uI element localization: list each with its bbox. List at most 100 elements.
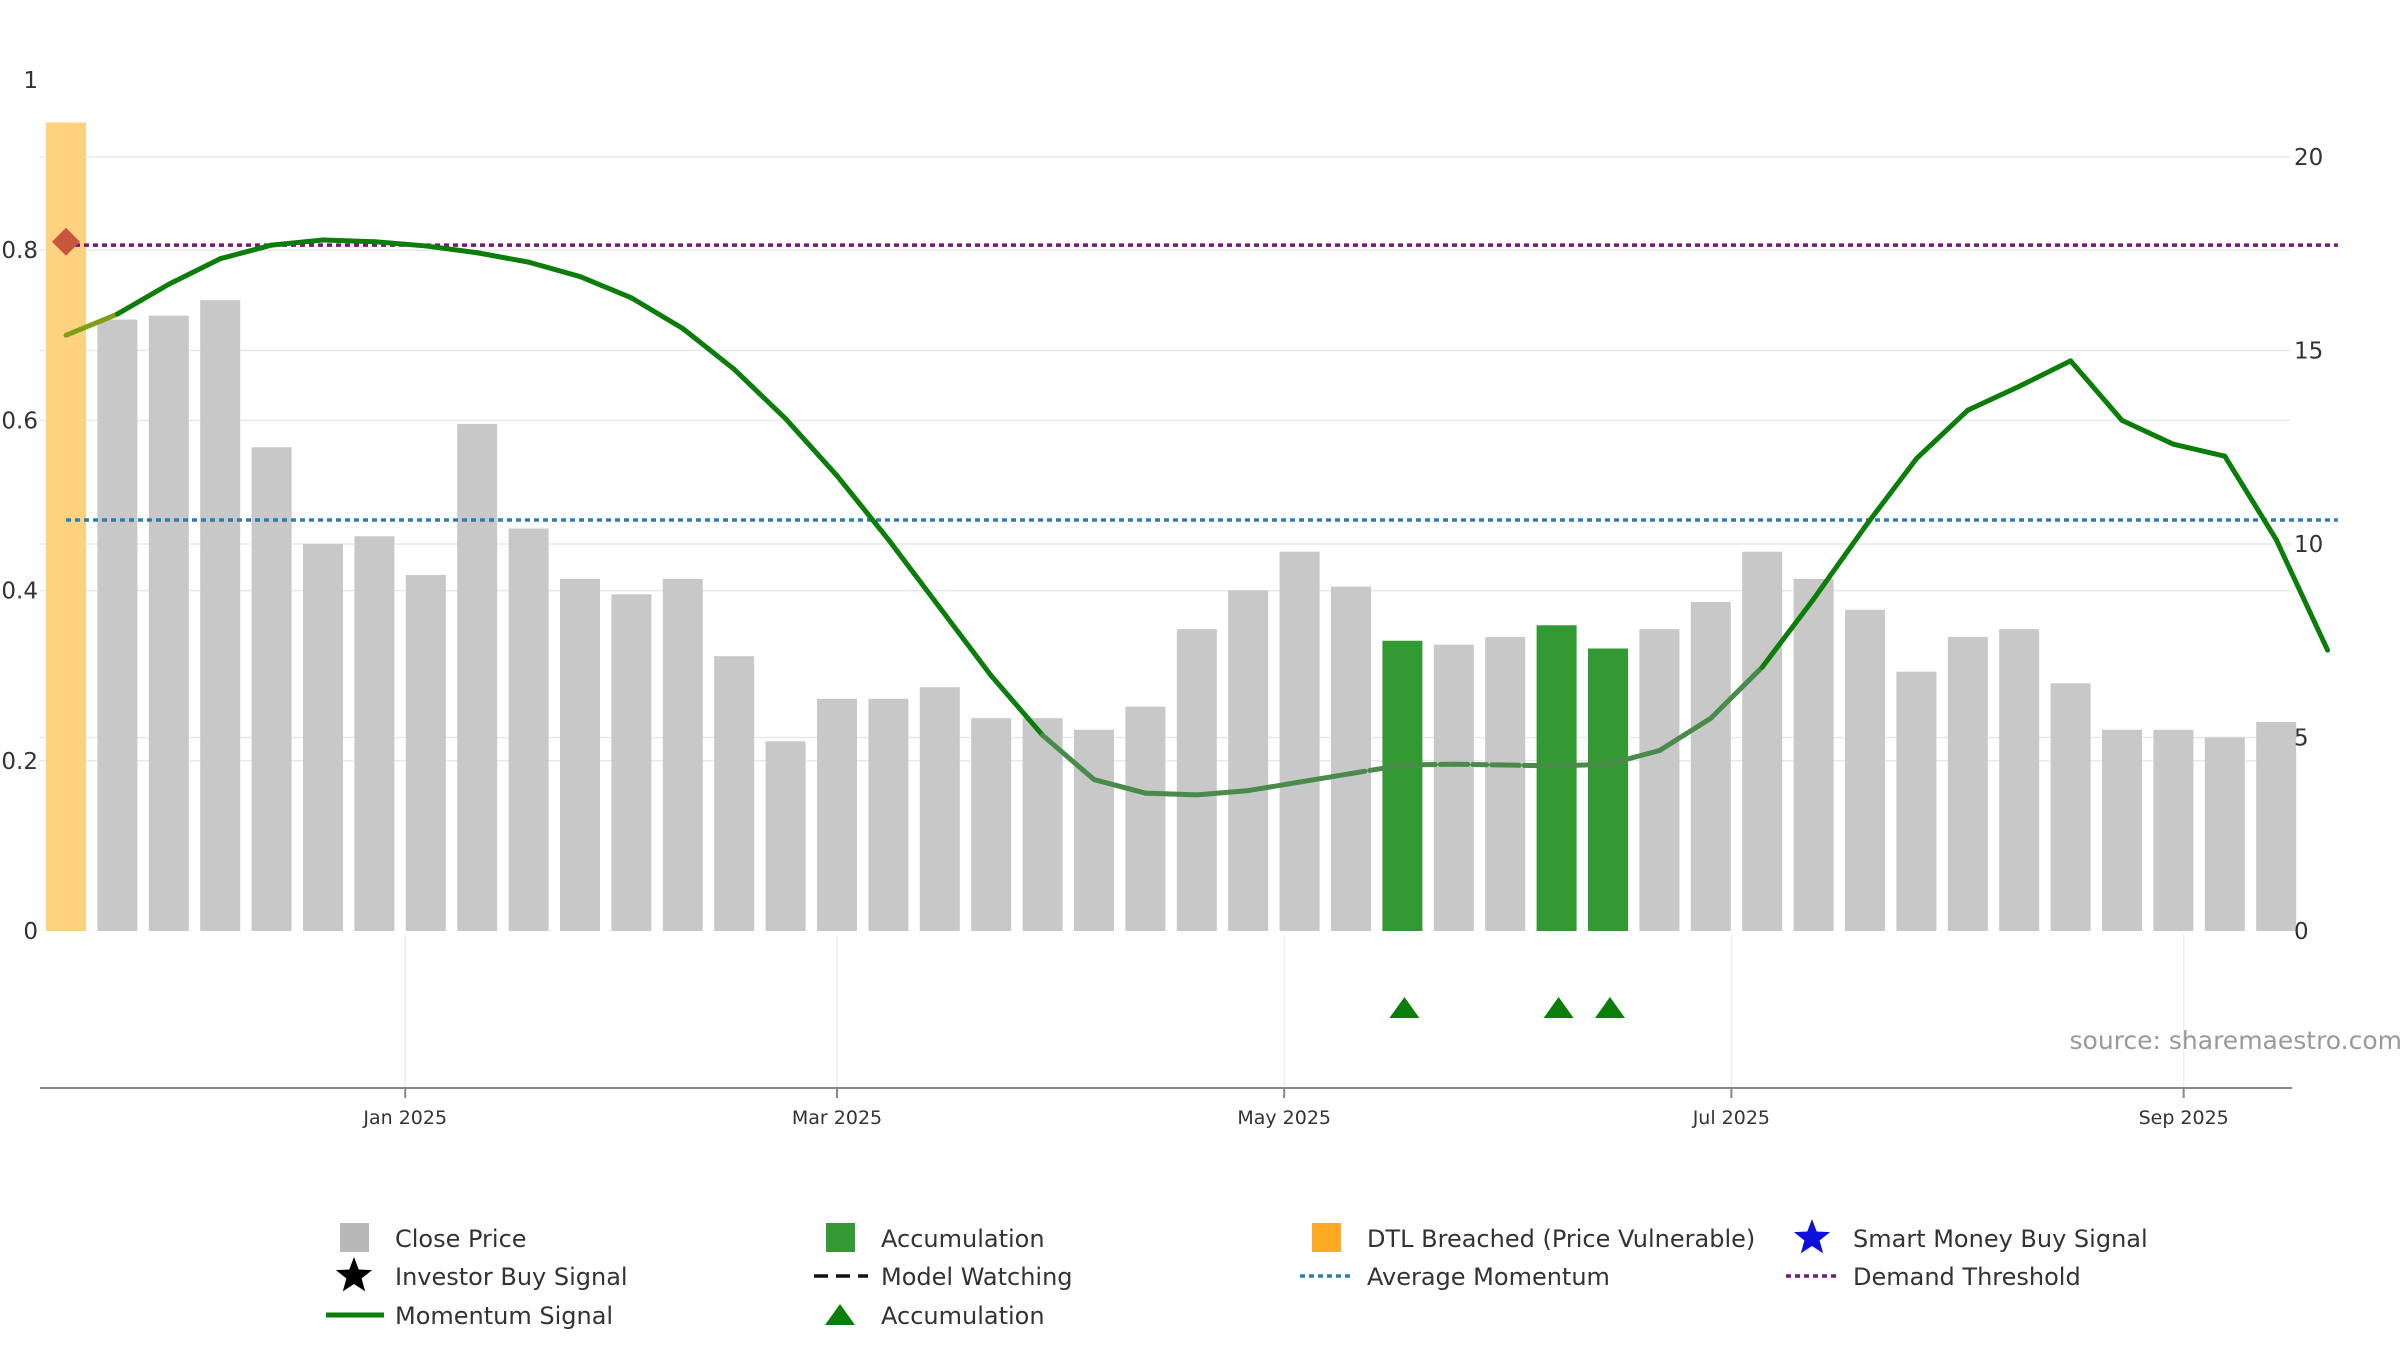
price-bar-28 (1485, 636, 1526, 931)
price-bar-11 (611, 594, 652, 931)
legend-label: Accumulation (881, 1225, 1045, 1253)
model-watching-segment-25 (1348, 762, 1405, 777)
legend-swatch-close-price (340, 1223, 369, 1252)
momentum-segment-31 (1656, 715, 1714, 754)
price-bar-14 (765, 741, 806, 931)
price-bar-21 (1125, 706, 1166, 931)
legend-label: Average Momentum (1367, 1263, 1610, 1291)
momentum-segment-40 (2119, 417, 2176, 447)
momentum-segment-23 (1245, 779, 1303, 794)
right-axis-tick-label: 5 (2294, 726, 2309, 752)
x-axis-tick-label: Mar 2025 (792, 1107, 882, 1129)
price-bar-1 (97, 319, 138, 931)
price-bar-4 (251, 447, 292, 931)
legend-label: Investor Buy Signal (395, 1263, 628, 1291)
legend: Close Price Accumulation DTL Breached (Pri… (326, 1219, 2148, 1330)
legend-swatch-dtl (1312, 1223, 1341, 1252)
legend-item: Demand Threshold (1786, 1263, 2081, 1291)
model-watching-segment-28 (1502, 762, 1560, 769)
dtl-diamond-marker (52, 227, 80, 256)
left-axis-tick-label: 0.4 (1, 579, 38, 605)
price-bar-34 (1793, 578, 1834, 931)
momentum-segment-10 (577, 274, 634, 301)
price-bar-8 (457, 424, 498, 931)
price-bar-20 (1074, 729, 1114, 931)
model-watching-segment-27 (1451, 761, 1508, 768)
momentum-segment-14 (783, 416, 840, 479)
momentum-segment-43 (2273, 537, 2331, 653)
price-bar-22 (1176, 629, 1217, 931)
dtl-bar-0 (46, 122, 86, 932)
momentum-segment-7 (423, 243, 480, 256)
price-bar-39 (2050, 683, 2091, 931)
legend-item: Accumulation (826, 1223, 1045, 1253)
momentum-lines (63, 237, 2331, 798)
price-bar-25 (1331, 586, 1371, 931)
signal-markers (52, 227, 1625, 1018)
price-bar-13 (714, 656, 755, 931)
legend-item: DTL Breached (Price Vulnerable) (1312, 1223, 1755, 1253)
legend-swatch-accumulation (826, 1223, 855, 1252)
price-bar-24 (1279, 551, 1320, 931)
right-axis-tick-label: 0 (2294, 919, 2309, 945)
x-axis-tick-label: May 2025 (1237, 1107, 1331, 1129)
momentum-segment-37 (1965, 383, 2022, 413)
legend-label: Demand Threshold (1853, 1263, 2081, 1291)
legend-item: Close Price (340, 1223, 527, 1253)
price-bar-15 (817, 698, 857, 931)
legend-item: Model Watching (814, 1263, 1073, 1291)
legend-label: Accumulation (881, 1302, 1045, 1330)
price-bar-38 (1999, 629, 2040, 931)
momentum-segment-17 (937, 605, 994, 679)
momentum-segment-8 (474, 250, 532, 265)
legend-star-icon-investor (335, 1257, 373, 1292)
momentum-segment-32 (1708, 664, 1765, 721)
legend-item: Momentum Signal (326, 1302, 613, 1330)
price-bar-12 (662, 578, 703, 931)
legend-label: Model Watching (881, 1263, 1073, 1291)
price-bar-42 (2204, 737, 2245, 931)
price-bar-31 (1639, 629, 1680, 931)
x-axis-tick-label: Jan 2025 (362, 1107, 447, 1129)
momentum-segment-36 (1913, 407, 1971, 462)
momentum-segment-38 (2016, 358, 2074, 389)
legend-label: Smart Money Buy Signal (1853, 1225, 2148, 1253)
momentum-segment-30 (1605, 748, 1662, 767)
momentum-segment-1 (114, 281, 172, 317)
price-bar-36 (1896, 671, 1937, 931)
momentum-segment-33 (1759, 596, 1817, 670)
accumulation-bar-30 (1588, 648, 1628, 931)
right-axis-tick-label: 10 (2294, 532, 2323, 558)
momentum-segment-18 (988, 673, 1046, 738)
left-axis-tick-label: 0.2 (1, 749, 38, 775)
price-bar-43 (2256, 722, 2297, 931)
accumulation-triangle-2 (1595, 997, 1625, 1018)
momentum-segment-21 (1142, 790, 1200, 798)
price-bar-32 (1690, 602, 1731, 931)
legend-item: Smart Money Buy Signal (1793, 1219, 2148, 1254)
price-bar-17 (919, 687, 960, 931)
momentum-segment-16 (885, 537, 943, 611)
price-bar-27 (1433, 644, 1474, 931)
momentum-segment-12 (680, 325, 737, 372)
momentum-segment-24 (1297, 771, 1354, 785)
momentum-segment-29 (1554, 761, 1611, 769)
legend-star-icon-smart-money (1793, 1219, 1831, 1254)
momentum-segment-11 (628, 295, 686, 331)
price-bar-40 (2102, 729, 2142, 931)
momentum-segment-5 (320, 237, 377, 245)
accumulation-bar-26 (1382, 640, 1423, 931)
momentum-segment-9 (526, 259, 583, 280)
momentum-segment-20 (1091, 777, 1148, 796)
left-axis-tick-label: 1 (23, 68, 38, 94)
momentum-segment-2 (166, 256, 223, 287)
price-bar-10 (560, 578, 600, 931)
price-bar-41 (2153, 729, 2194, 931)
legend-item: Investor Buy Signal (335, 1257, 628, 1292)
left-axis-tick-label: 0.8 (1, 238, 38, 264)
price-bar-5 (303, 544, 343, 931)
right-axis-tick-label: 15 (2294, 339, 2323, 365)
